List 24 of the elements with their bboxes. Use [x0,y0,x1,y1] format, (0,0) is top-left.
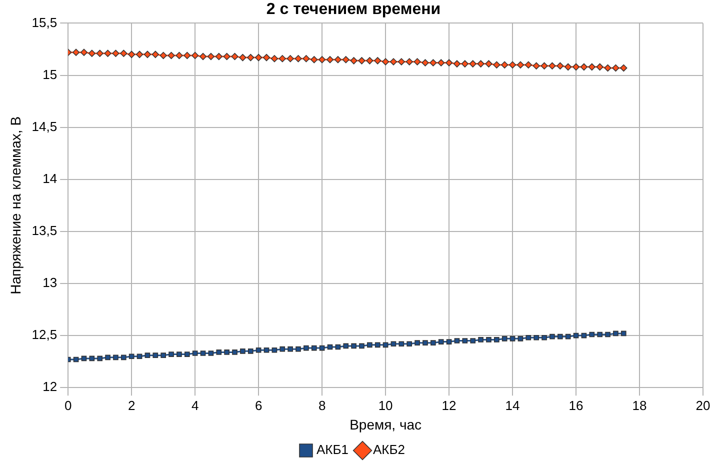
legend-label: АКБ1 [316,442,349,458]
y-tick-label: 14 [42,170,58,186]
x-tick-label: 0 [64,398,72,413]
x-tick-label: 2 [128,398,136,413]
legend-label: АКБ2 [373,442,406,458]
chart-title: 2 с течением времени [266,1,441,18]
y-tick-label: 15,5 [32,14,58,30]
y-tick-label: 12 [42,379,58,394]
x-tick-label: 20 [696,398,710,413]
y-tick-label: 13 [42,275,58,290]
x-tick-label: 6 [254,398,262,413]
x-tick-label: 4 [191,398,199,413]
x-tick-label: 10 [378,398,393,413]
y-tick-label: 14,5 [32,118,58,134]
y-tick-label: 12,5 [32,327,58,342]
x-tick-label: 8 [318,398,326,413]
x-tick-label: 18 [632,398,647,413]
x-axis-title: Время, час [350,416,422,432]
x-tick-label: 12 [442,398,456,413]
x-tick-label: 16 [568,398,584,413]
x-tick-label: 14 [505,398,520,413]
y-axis-title: Напряжение на клеммах, В [7,116,24,294]
y-tick-label: 15 [42,66,58,82]
y-tick-label: 13,5 [32,223,58,238]
